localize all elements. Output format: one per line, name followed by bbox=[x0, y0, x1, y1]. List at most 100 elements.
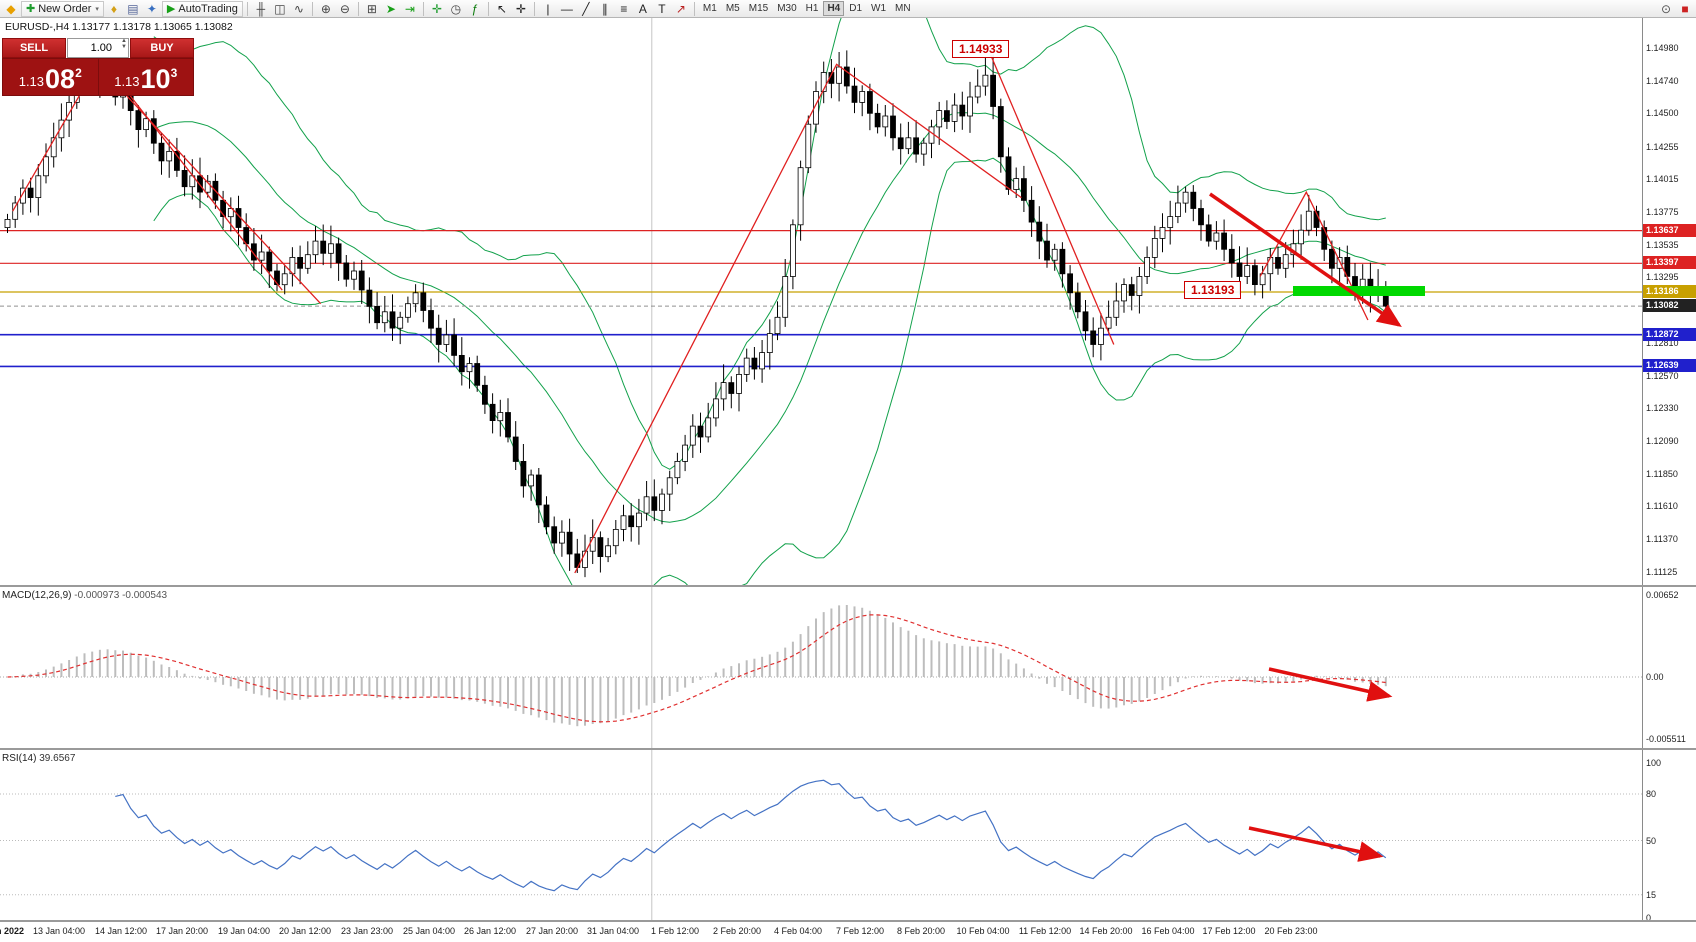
timeframe-m5-button[interactable]: M5 bbox=[722, 1, 744, 16]
panel-separator[interactable] bbox=[0, 748, 1696, 750]
buy-button[interactable]: BUY bbox=[130, 38, 194, 58]
search-icon[interactable]: ⊙ bbox=[1657, 1, 1675, 17]
timeframe-mn-button[interactable]: MN bbox=[891, 1, 915, 16]
macd-histogram bbox=[14, 605, 1387, 727]
trendline[interactable] bbox=[119, 82, 283, 291]
volume-input[interactable] bbox=[68, 41, 114, 55]
line-chart-icon[interactable]: ∿ bbox=[290, 1, 308, 17]
trendline[interactable] bbox=[1259, 190, 1369, 321]
data-window-icon[interactable]: ▤ bbox=[124, 1, 142, 17]
price-badge: 1.12639 bbox=[1643, 359, 1696, 372]
panel-separator[interactable] bbox=[0, 585, 1696, 587]
trendline[interactable] bbox=[12, 63, 322, 305]
price-badge: 1.12872 bbox=[1643, 328, 1696, 341]
candles-layer[interactable] bbox=[4, 50, 1389, 578]
navigator-icon[interactable]: ✦ bbox=[143, 1, 161, 17]
macd-trend-arrow[interactable] bbox=[1268, 667, 1393, 702]
trendline[interactable] bbox=[990, 54, 1115, 345]
chart-profile-icon[interactable]: ■ bbox=[1676, 1, 1694, 17]
rsi-axis-tick: 0 bbox=[1646, 913, 1652, 923]
axis-tick: 1.14255 bbox=[1646, 142, 1679, 152]
mt-logo-icon: ◆ bbox=[2, 1, 20, 17]
price-annotation[interactable]: 1.14933 bbox=[952, 40, 1010, 58]
timeframe-h1-button[interactable]: H1 bbox=[802, 1, 823, 16]
chart-shift-icon[interactable]: ⇥ bbox=[401, 1, 419, 17]
sell-button[interactable]: SELL bbox=[2, 38, 66, 58]
candlestick-chart-icon[interactable]: ◫ bbox=[271, 1, 289, 17]
rsi-label: RSI(14) 39.6567 bbox=[2, 753, 76, 764]
time-label: 8 Feb 20:00 bbox=[896, 926, 946, 936]
zoom-in-icon[interactable]: ⊕ bbox=[317, 1, 335, 17]
timeframe-m1-button[interactable]: M1 bbox=[699, 1, 721, 16]
auto-scroll-icon[interactable]: ➤ bbox=[382, 1, 400, 17]
timeframe-h4-button[interactable]: H4 bbox=[823, 1, 845, 16]
volume-box: ▲▼ bbox=[67, 38, 129, 58]
time-label: 17 Jan 20:00 bbox=[155, 926, 209, 936]
price-chart[interactable] bbox=[0, 18, 1642, 585]
bar-chart-icon[interactable]: ╫ bbox=[252, 1, 270, 17]
timeframe-m30-button[interactable]: M30 bbox=[773, 1, 800, 16]
timeframe-w1-button[interactable]: W1 bbox=[867, 1, 890, 16]
trendline[interactable] bbox=[574, 63, 1022, 574]
toolbar-separator bbox=[246, 1, 248, 16]
autotrading-button-label: AutoTrading bbox=[178, 2, 238, 15]
volume-stepper[interactable]: ▲ ▼ bbox=[121, 38, 127, 50]
cursor-icon[interactable]: ↖ bbox=[493, 1, 511, 17]
fibonacci-icon[interactable]: ≡ bbox=[615, 1, 633, 17]
toolbar: ◆ ✚ New Order ▾ ♦ ▤ ✦ ▶ AutoTrading ╫ ◫ ∿ ⊕ ⊖ ⊞ ➤ ⇥ ✛ ◷ ƒ ↖ ✛… bbox=[0, 0, 1696, 18]
price-annotation[interactable]: 1.13193 bbox=[1184, 281, 1242, 299]
rsi-trend-arrow[interactable] bbox=[1248, 826, 1384, 862]
new-order-button[interactable]: ✚ New Order ▾ bbox=[21, 0, 104, 17]
indicators-icon[interactable]: ƒ bbox=[466, 1, 484, 17]
time-label: 13 Jan 04:00 bbox=[32, 926, 86, 936]
new-order-button-label: New Order bbox=[38, 2, 92, 15]
time-label: 20 Jan 12:00 bbox=[278, 926, 332, 936]
buy-price-button[interactable]: 1.13 10 3 bbox=[97, 59, 194, 95]
autotrading-button[interactable]: ▶ AutoTrading bbox=[161, 0, 243, 17]
ask-point: 3 bbox=[170, 66, 178, 80]
axis-tick: 1.14015 bbox=[1646, 174, 1679, 184]
ask-pips: 10 bbox=[140, 64, 171, 94]
trendline-icon[interactable]: ╱ bbox=[577, 1, 595, 17]
profiles-icon[interactable]: ◷ bbox=[447, 1, 465, 17]
macd-axis-tick: 0.00652 bbox=[1646, 590, 1679, 600]
text-label-icon[interactable]: T bbox=[653, 1, 671, 17]
bid-pips: 08 bbox=[45, 64, 76, 94]
time-label: 27 Jan 20:00 bbox=[525, 926, 579, 936]
zoom-out-icon[interactable]: ⊖ bbox=[336, 1, 354, 17]
main-chart-window[interactable]: EURUSD-,H4 1.13177 1.13178 1.13065 1.130… bbox=[0, 18, 1696, 942]
time-label: 11 Feb 12:00 bbox=[1018, 926, 1072, 936]
crosshair-icon[interactable]: ✛ bbox=[512, 1, 530, 17]
toolbar-separator bbox=[311, 1, 313, 16]
time-label: 10 Feb 04:00 bbox=[956, 926, 1010, 936]
arrows-icon[interactable]: ↗ bbox=[672, 1, 690, 17]
new-chart-icon[interactable]: ✛ bbox=[428, 1, 446, 17]
marketwatch-icon[interactable]: ♦ bbox=[105, 1, 123, 17]
vertical-line-icon[interactable]: | bbox=[539, 1, 557, 17]
horizontal-line-icon[interactable]: — bbox=[558, 1, 576, 17]
price-axis[interactable]: 1.14980 1.14740 1.14500 1.14255 1.14015 1.137… bbox=[1642, 18, 1696, 923]
timeframe-m15-button[interactable]: M15 bbox=[745, 1, 772, 16]
highlight-zone[interactable] bbox=[1293, 286, 1425, 296]
bollinger-lower-band[interactable] bbox=[153, 157, 1387, 585]
macd-label: MACD(12,26,9) -0.000973 -0.000543 bbox=[2, 590, 168, 601]
sell-price-button[interactable]: 1.13 08 2 bbox=[3, 59, 98, 95]
price-badge: 1.13082 bbox=[1643, 299, 1696, 312]
new-order-icon: ✚ bbox=[26, 3, 36, 15]
panel-separator[interactable] bbox=[0, 920, 1696, 922]
macd-panel[interactable] bbox=[0, 587, 1642, 748]
equidistant-channel-icon[interactable]: ∥ bbox=[596, 1, 614, 17]
axis-tick: 1.12810 bbox=[1646, 338, 1679, 348]
time-label: 26 Jan 12:00 bbox=[463, 926, 517, 936]
timeframe-d1-button[interactable]: D1 bbox=[845, 1, 866, 16]
bollinger-middle-band[interactable] bbox=[153, 112, 1386, 523]
trend-arrow[interactable] bbox=[1209, 192, 1402, 327]
dropdown-caret-icon: ▾ bbox=[95, 5, 99, 13]
bid-prefix: 1.13 bbox=[18, 74, 45, 90]
time-axis[interactable]: Jan 2022 13 Jan 04:00 14 Jan 12:00 17 Jan 2… bbox=[0, 922, 1696, 942]
tile-windows-icon[interactable]: ⊞ bbox=[363, 1, 381, 17]
bollinger-upper-band[interactable] bbox=[153, 18, 1386, 470]
rsi-panel[interactable] bbox=[0, 750, 1642, 920]
text-icon[interactable]: A bbox=[634, 1, 652, 17]
one-click-trading-panel: SELL ▲▼ BUY 1.13 08 2 1.13 10 3 bbox=[2, 38, 194, 96]
